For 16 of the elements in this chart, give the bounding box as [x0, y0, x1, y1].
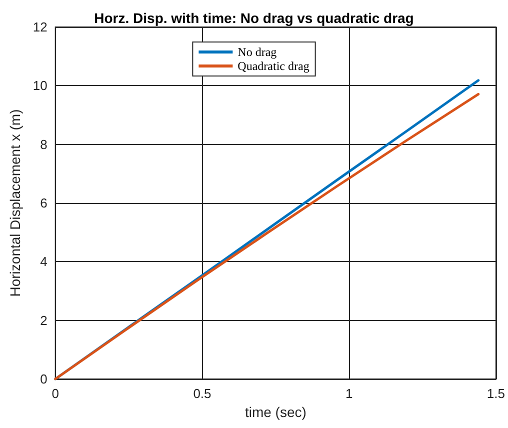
y-tick-label: 8: [40, 136, 48, 152]
legend-label: No drag: [238, 45, 277, 59]
x-tick-label: 0.5: [193, 386, 212, 401]
y-tick-label: 6: [40, 196, 48, 210]
y-tick-label: 2: [40, 312, 48, 328]
x-tick-label: 1: [345, 386, 353, 401]
y-tick-label: 10: [32, 78, 48, 94]
y-axis-title: Horizontal Displacement x (m): [7, 109, 23, 297]
y-tick-label: 0: [40, 372, 48, 386]
x-tick-label: 1.5: [486, 386, 506, 401]
chart-title: Horz. Disp. with time: No drag vs quadratic drag: [94, 10, 414, 26]
x-axis-title: time (sec): [244, 404, 306, 420]
y-tick-label: 12: [32, 20, 48, 34]
y-tick-label: 4: [40, 254, 48, 270]
x-tick-label: 0: [52, 386, 59, 401]
legend-label: Quadratic drag: [238, 59, 310, 73]
